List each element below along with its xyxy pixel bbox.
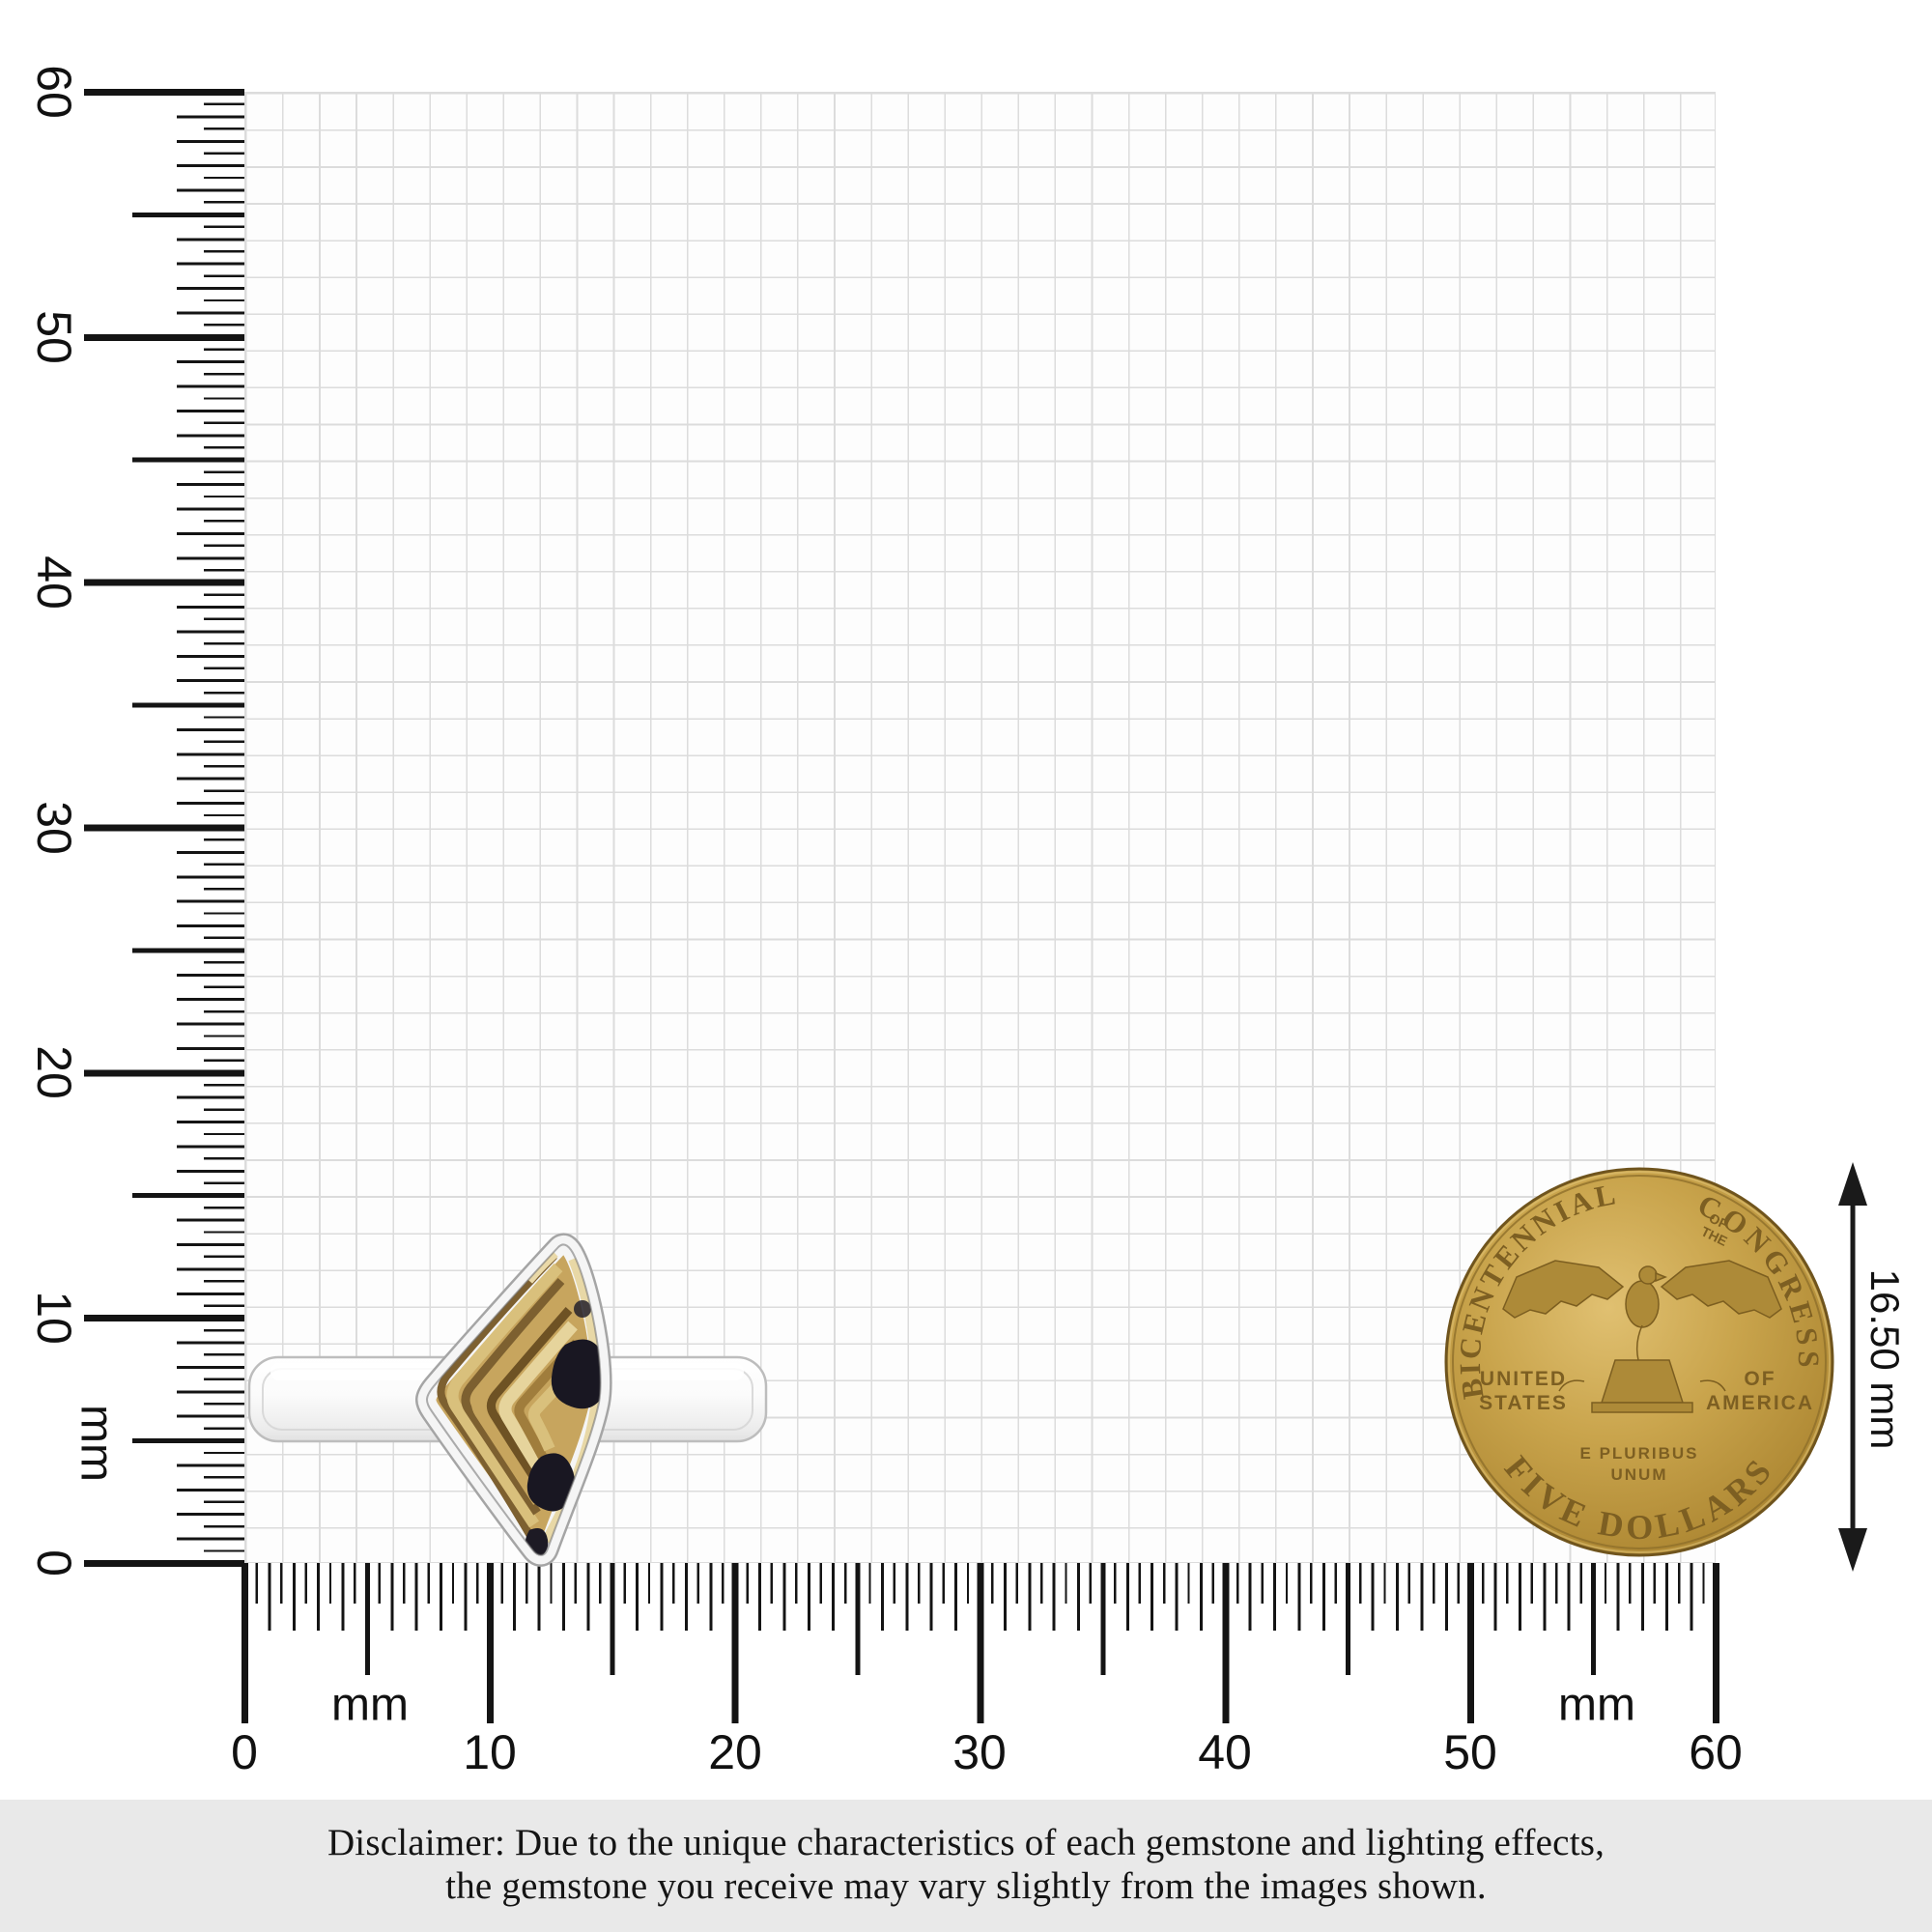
disclaimer-banner: Disclaimer: Due to the unique characteri… [0,1800,1932,1932]
h-ruler-label-40: 40 [1198,1725,1252,1779]
v-10mm-ticks [84,88,244,1567]
coin-text-states: STATES [1479,1392,1568,1414]
h-ruler-label-10: 10 [463,1725,517,1779]
coin-text-united: UNITED [1480,1368,1567,1390]
disclaimer-line-1: Disclaimer: Due to the unique characteri… [327,1822,1605,1863]
diameter-label: 16.50 mm [1862,1269,1908,1450]
coin: BICENTENNIAL CONGRESS OF THE FIVE DOLLAR… [1444,1167,1834,1557]
h-ruler-unit-right: mm [1558,1679,1635,1731]
coin-text-of-small: OF [1707,1209,1731,1232]
coin-eagle [1502,1260,1782,1413]
h-ruler-unit-left: mm [331,1679,409,1731]
coin-text-of: OF [1744,1368,1776,1390]
horizontal-ruler [241,1563,1719,1727]
h-ruler-label-50: 50 [1443,1725,1497,1779]
vertical-ruler [84,88,244,1567]
coin-text-unum: UNUM [1611,1465,1668,1484]
h-10mm-ticks [241,1563,1719,1723]
gemstone [415,1233,612,1567]
h-ruler-label-20: 20 [708,1725,762,1779]
h-ruler-label-30: 30 [952,1725,1007,1779]
stone-banding [437,1251,601,1555]
h-ruler-label-60: 60 [1689,1725,1743,1779]
bezel-inner-edge [426,1243,602,1556]
h-ruler-label-0: 0 [231,1725,258,1779]
disclaimer-line-2: the gemstone you receive may vary slight… [445,1865,1487,1907]
coin-text-america: AMERICA [1706,1392,1814,1414]
coin-text-e-pluribus: E PLURIBUS [1580,1444,1699,1463]
diameter-arrow [1838,1162,1867,1572]
